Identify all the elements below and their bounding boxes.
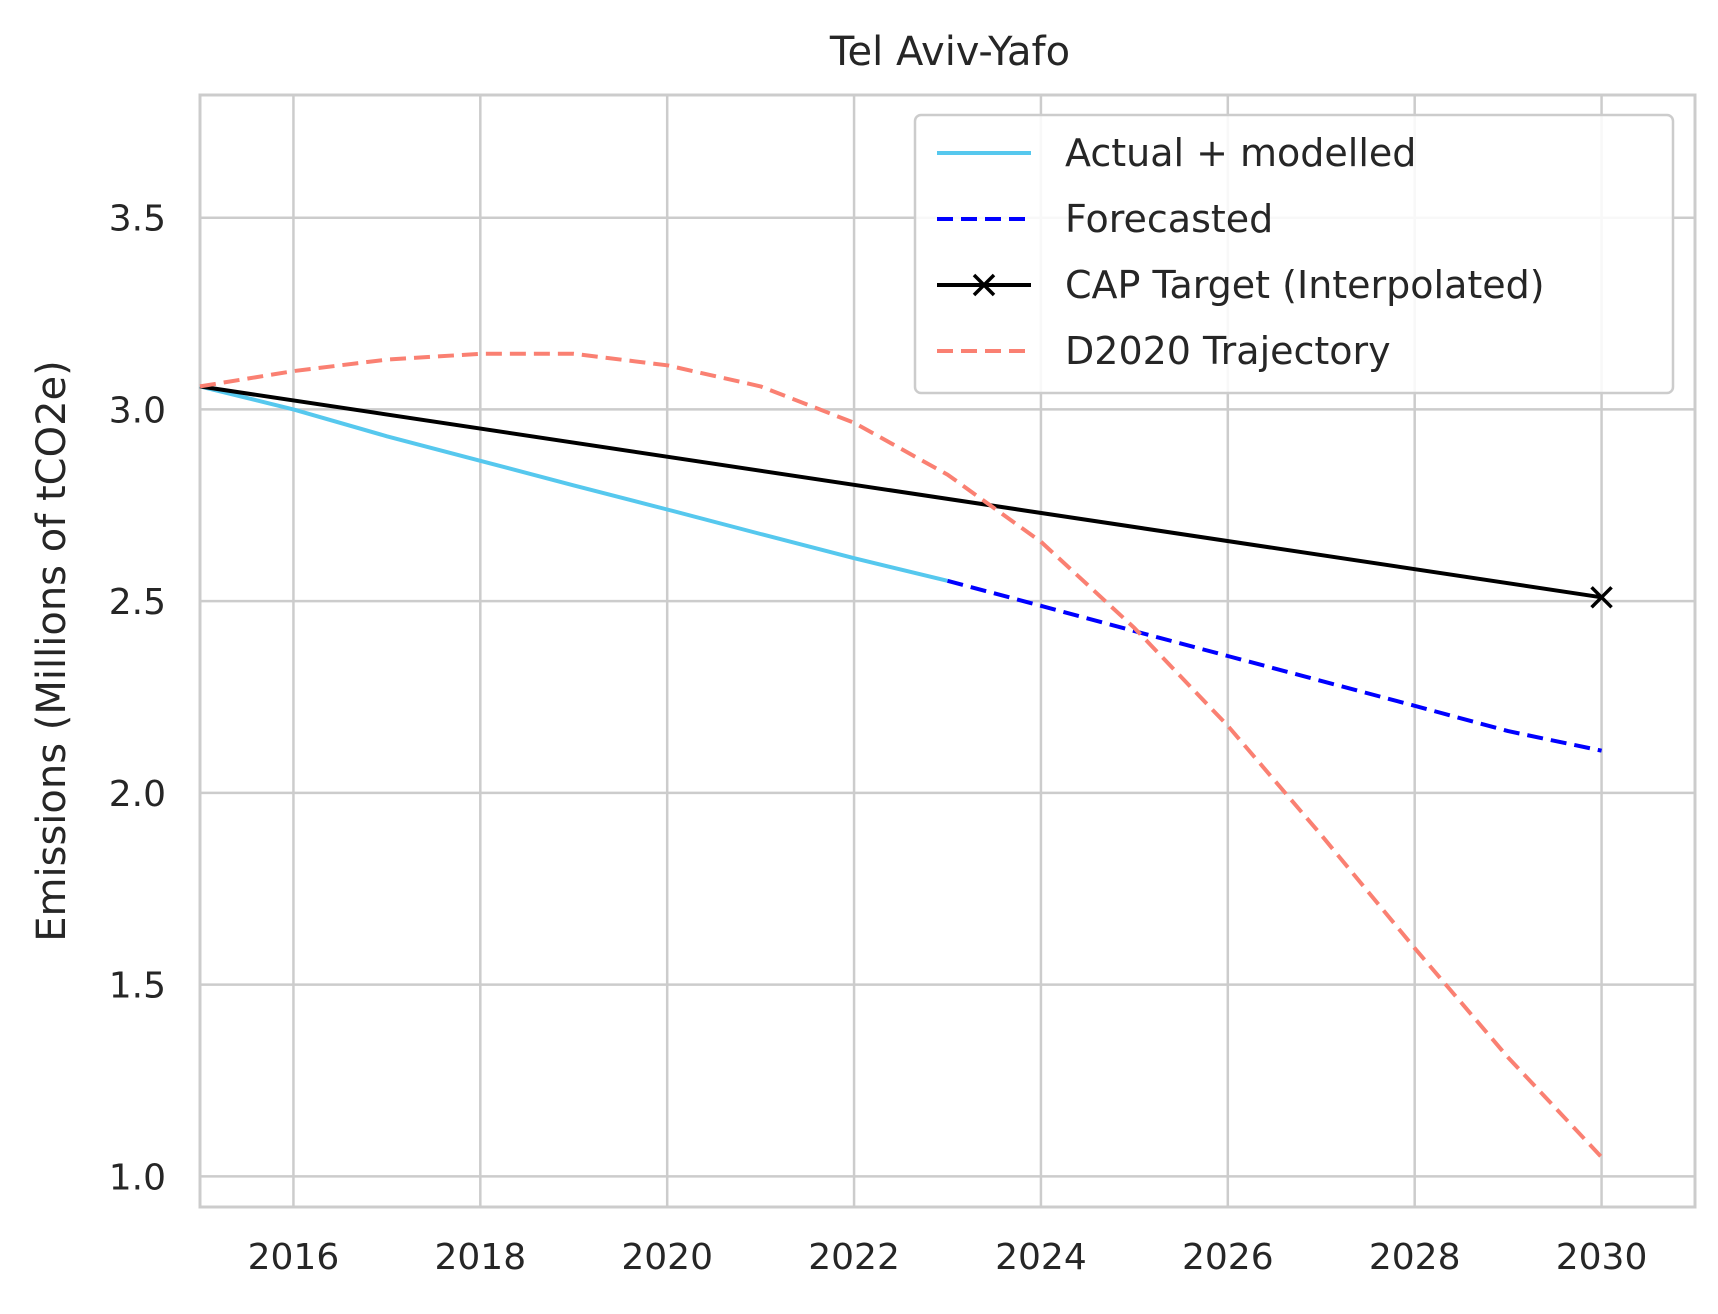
x-tick-label: 2018 (435, 1237, 527, 1278)
x-axis-ticks: 2016 2018 2020 2022 2024 2026 2028 2030 (248, 1237, 1648, 1278)
x-tick-label: 2016 (248, 1237, 340, 1278)
y-axis-label: Emissions (Millions of tCO2e) (29, 360, 75, 942)
legend-label: D2020 Trajectory (1065, 329, 1391, 373)
y-tick-label: 3.0 (109, 390, 166, 431)
x-tick-label: 2024 (995, 1237, 1087, 1278)
chart-title: Tel Aviv-Yafo (829, 29, 1070, 75)
y-tick-label: 1.0 (109, 1157, 166, 1198)
y-axis-ticks: 1.0 1.5 2.0 2.5 3.0 3.5 (109, 199, 166, 1199)
y-tick-label: 3.5 (109, 199, 166, 240)
x-tick-label: 2028 (1369, 1237, 1461, 1278)
y-tick-label: 2.0 (109, 774, 166, 815)
legend-label: Forecasted (1065, 197, 1273, 241)
legend: Actual + modelled Forecasted CAP Target (I… (913, 113, 1675, 395)
x-tick-label: 2030 (1556, 1237, 1648, 1278)
x-tick-label: 2026 (1182, 1237, 1274, 1278)
series-line-d2020-trajectory (199, 351, 1604, 1159)
y-tick-label: 1.5 (109, 966, 166, 1007)
plot-frame (198, 93, 1697, 1209)
y-tick-label: 2.5 (109, 582, 166, 623)
series-line-cap-target-interpolated (199, 384, 1602, 600)
series-lines (199, 351, 1613, 1159)
legend-marker (972, 273, 996, 297)
legend-box (913, 113, 1675, 395)
series-line-actual-modelled (199, 384, 948, 583)
x-tick-label: 2020 (621, 1237, 713, 1278)
series-line-forecasted (946, 578, 1603, 753)
x-tick-label: 2022 (808, 1237, 900, 1278)
legend-label: Actual + modelled (1065, 131, 1416, 175)
cap-target-marker (1590, 586, 1613, 609)
legend-label: CAP Target (Interpolated) (1065, 263, 1545, 307)
